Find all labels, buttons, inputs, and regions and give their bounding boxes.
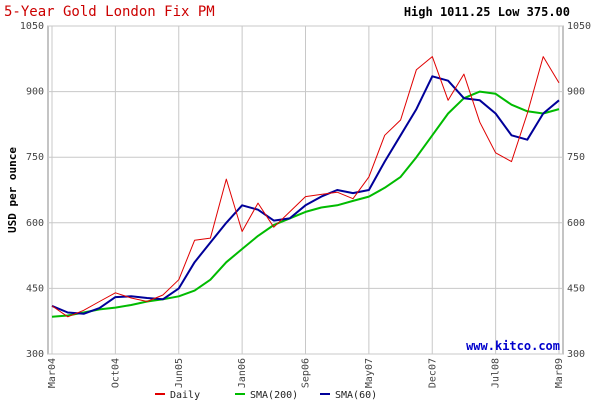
series-lines xyxy=(51,56,560,318)
x-tick-label: Mar04 xyxy=(47,358,58,388)
x-tick-label: Jun05 xyxy=(174,358,185,388)
y-tick-label-left: 300 xyxy=(26,349,44,360)
watermark: www.kitco.com xyxy=(466,339,560,353)
y-tick-label-left: 450 xyxy=(26,283,44,294)
chart-title: 5-Year Gold London Fix PM xyxy=(4,4,215,20)
y-tick-label-right: 750 xyxy=(567,152,585,163)
y-tick-labels: 300 300 450 450 600 600 750 750 900 900 1050 1050 xyxy=(20,21,591,360)
x-tick-label: Jul08 xyxy=(491,358,502,388)
y-tick-label-left: 900 xyxy=(26,87,44,98)
high-low-readout: High 1011.25 Low 375.00 xyxy=(404,5,570,19)
y-tick-label-left: 1050 xyxy=(20,21,44,32)
series-line-sma-200 xyxy=(51,90,560,318)
x-tick-labels: Mar04 Oct04 Jun05 Jan06 Sep06 May07 Dec07 Jul08… xyxy=(47,358,565,388)
x-tick-label: Dec07 xyxy=(427,358,438,388)
x-tick-label: May07 xyxy=(364,358,375,388)
x-tick-label: Sep06 xyxy=(301,358,312,388)
y-tick-label-left: 600 xyxy=(26,218,44,229)
y-tick-label-left: 750 xyxy=(26,152,44,163)
y-tick-label-right: 300 xyxy=(567,349,585,360)
legend-label: Daily xyxy=(170,390,200,400)
x-tick-label: Oct04 xyxy=(110,358,121,388)
series-line-sma-60 xyxy=(51,75,560,315)
y-tick-label-right: 450 xyxy=(567,283,585,294)
x-tick-label: Mar09 xyxy=(554,358,565,388)
grid xyxy=(48,25,563,355)
y-tick-label-right: 600 xyxy=(567,218,585,229)
legend-label: SMA(200) xyxy=(250,390,298,400)
legend-label: SMA(60) xyxy=(335,390,377,400)
legend: Daily SMA(200) SMA(60) xyxy=(155,390,377,400)
y-tick-label-right: 900 xyxy=(567,87,585,98)
y-axis-label: USD per ounce xyxy=(6,147,19,233)
series-line-daily xyxy=(51,56,560,318)
y-tick-label-right: 1050 xyxy=(567,21,591,32)
x-tick-label: Jan06 xyxy=(237,358,248,388)
